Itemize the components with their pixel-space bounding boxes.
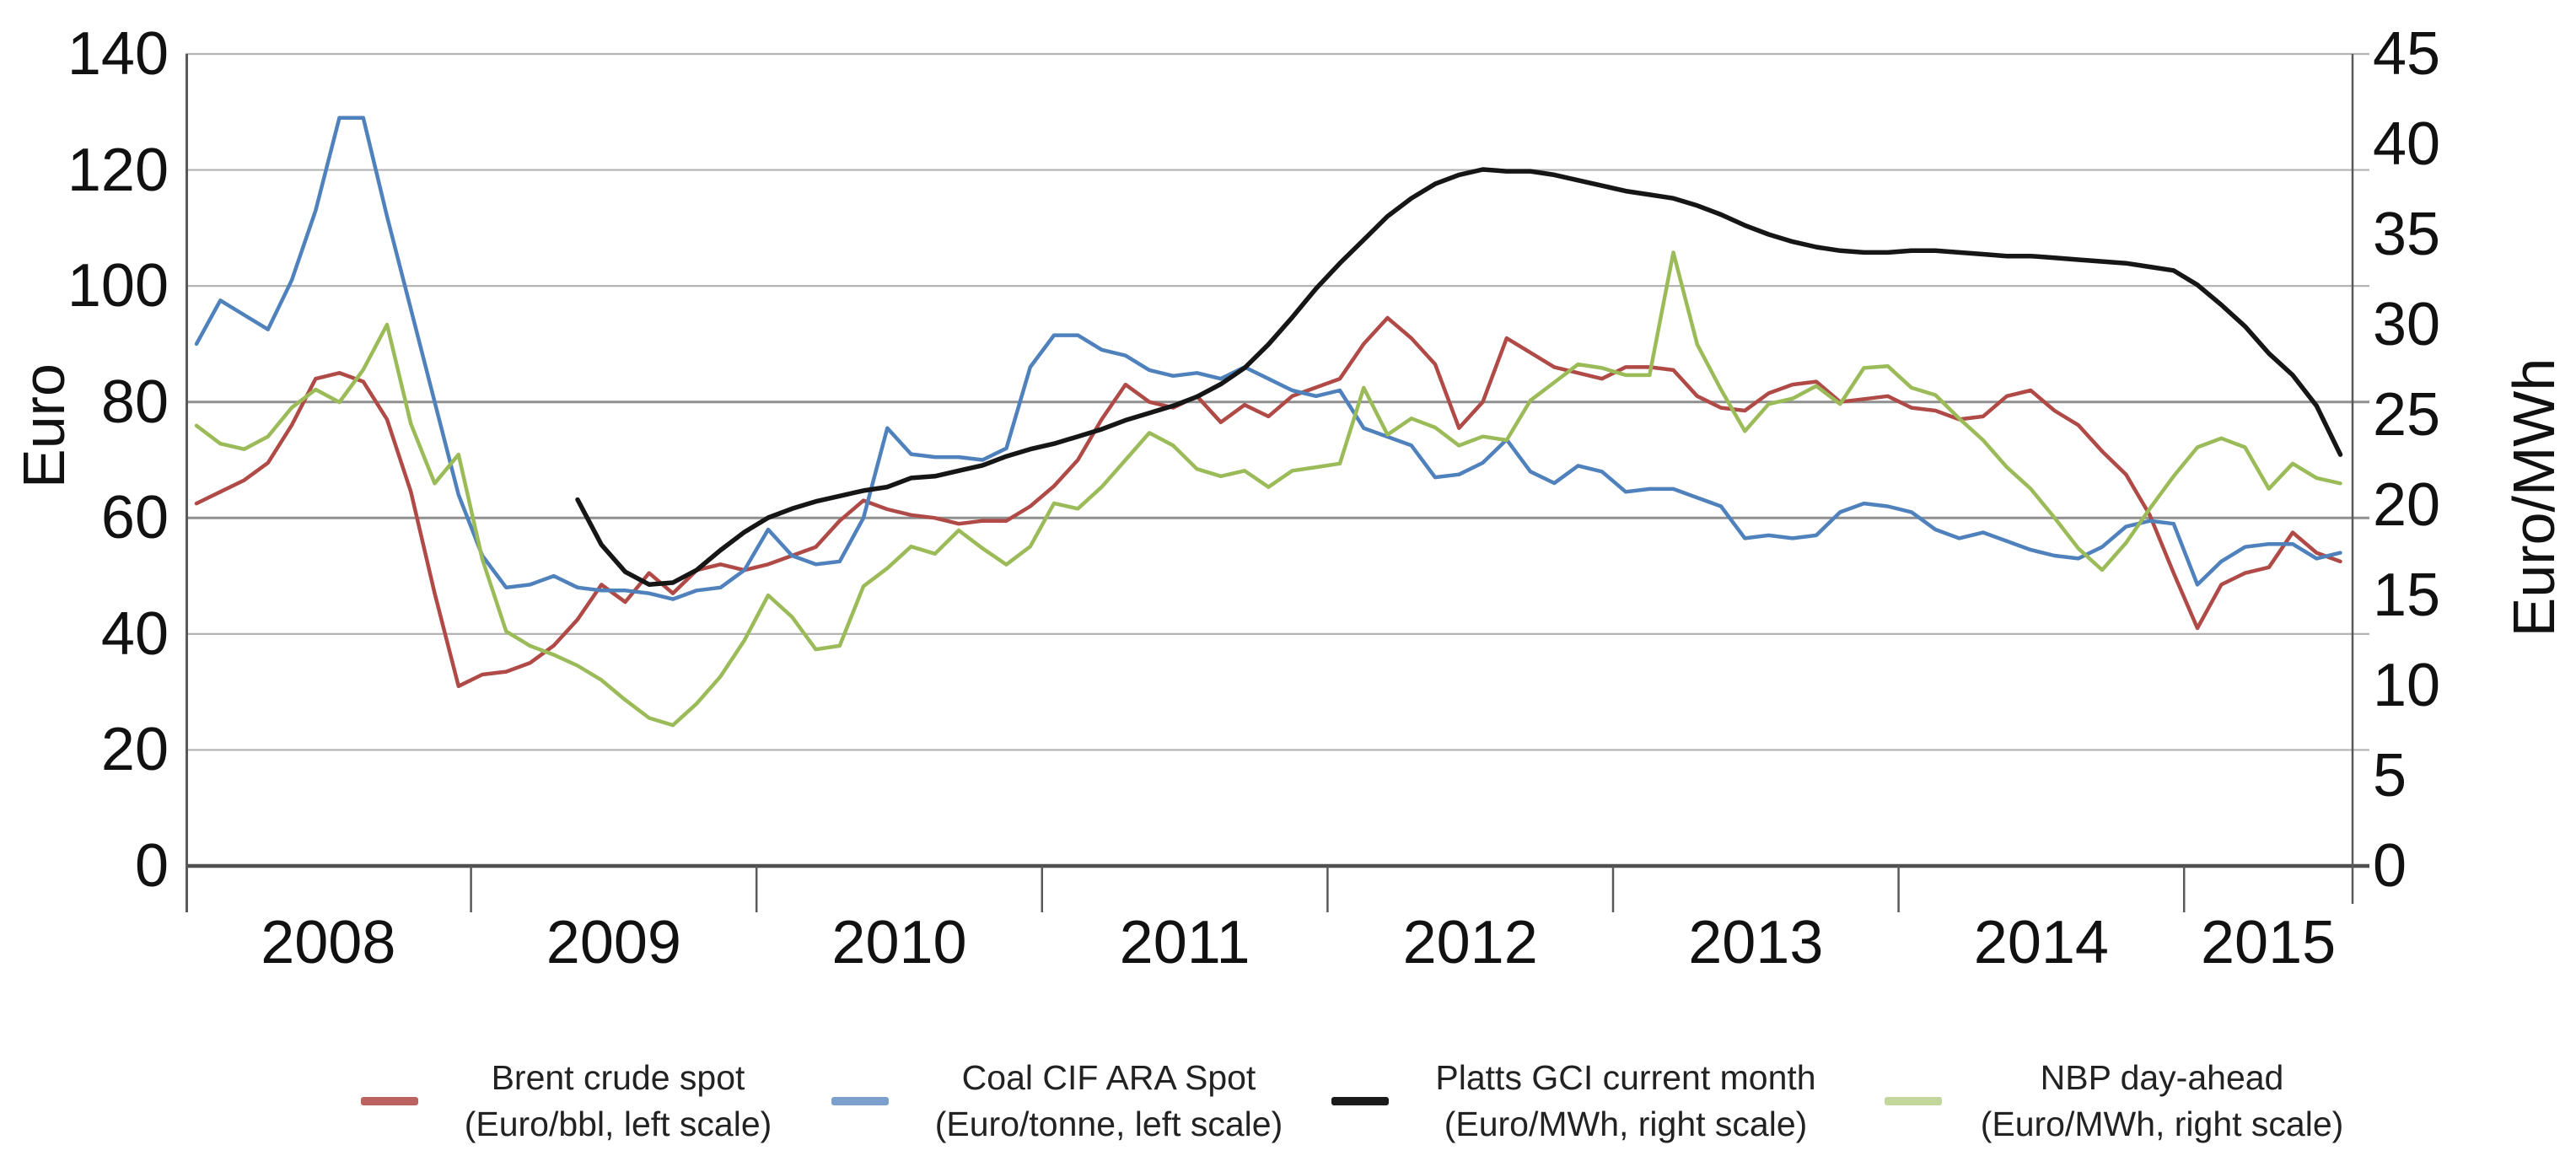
left-axis-title: Euro [11, 363, 77, 488]
series-line-coal-cif-ara-spot [194, 116, 2342, 601]
right-axis-title: Euro/MWh [2501, 358, 2567, 637]
legend-label-platts-gci-current-month: Platts GCI current month (Euro/MWh, right… [1364, 1055, 1887, 1148]
right-tick-label-5: 5 [2373, 742, 2407, 809]
right-tick-label-35: 35 [2373, 201, 2441, 268]
legend-series-unit: (Euro/MWh, right scale) [1980, 1105, 2344, 1143]
right-tick-label-30: 30 [2373, 291, 2441, 358]
left-tick-label-100: 100 [67, 252, 169, 320]
year-label-2013: 2013 [1688, 909, 1824, 976]
year-label-2011: 2011 [1119, 909, 1250, 976]
legend-series-unit: (Euro/tonne, left scale) [934, 1105, 1283, 1143]
legend-series-name: NBP day-ahead [2040, 1058, 2284, 1097]
left-tick-label-0: 0 [134, 832, 169, 900]
legend-label-nbp-day-ahead: NBP day-ahead (Euro/MWh, right scale) [1901, 1055, 2423, 1148]
series-line-nbp-day-ahead [194, 250, 2342, 728]
series-line-platts-gci-current-month [575, 167, 2343, 587]
legend-swatch-coal-cif-ara-spot [831, 1097, 889, 1105]
legend-swatch-nbp-day-ahead [1885, 1097, 1942, 1105]
left-tick-label-20: 20 [100, 716, 169, 784]
year-label-2014: 2014 [1973, 909, 2109, 976]
right-tick-label-40: 40 [2373, 110, 2441, 178]
legend-swatch-platts-gci-current-month [1331, 1097, 1389, 1105]
year-label-2008: 2008 [261, 909, 396, 976]
series-line-brent-crude-spot [194, 315, 2342, 689]
left-tick-label-40: 40 [100, 599, 169, 668]
legend-swatch-brent-crude-spot [361, 1097, 418, 1105]
legend-series-name: Coal CIF ARA Spot [961, 1058, 1256, 1097]
legend-series-unit: (Euro/MWh, right scale) [1444, 1105, 1808, 1143]
year-label-2009: 2009 [546, 909, 681, 976]
legend-label-coal-cif-ara-spot: Coal CIF ARA Spot (Euro/tonne, left scale… [847, 1055, 1370, 1148]
legend-label-brent-crude-spot: Brent crude spot (Euro/bbl, left scale) [357, 1055, 879, 1148]
left-tick-label-140: 140 [67, 20, 169, 88]
plot-area [186, 52, 2369, 912]
right-tick-label-25: 25 [2373, 381, 2441, 449]
year-label-2015: 2015 [2201, 909, 2337, 976]
right-tick-label-10: 10 [2373, 652, 2441, 719]
left-tick-label-60: 60 [100, 484, 169, 552]
year-label-2010: 2010 [831, 909, 967, 976]
left-tick-label-120: 120 [67, 136, 169, 204]
right-tick-label-45: 45 [2373, 20, 2441, 88]
right-tick-label-20: 20 [2373, 471, 2441, 539]
right-tick-label-15: 15 [2373, 562, 2441, 629]
legend-series-unit: (Euro/bbl, left scale) [464, 1105, 772, 1143]
left-tick-label-80: 80 [100, 368, 169, 436]
legend-series-name: Platts GCI current month [1435, 1058, 1816, 1097]
year-label-2012: 2012 [1402, 909, 1538, 976]
right-tick-label-0: 0 [2373, 832, 2407, 900]
legend-series-name: Brent crude spot [491, 1058, 745, 1097]
